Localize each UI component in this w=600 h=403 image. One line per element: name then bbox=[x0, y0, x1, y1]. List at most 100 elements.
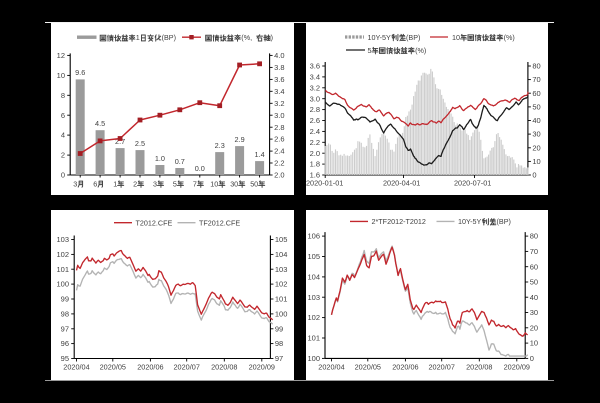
svg-text:99: 99 bbox=[61, 295, 69, 304]
svg-text:9.6: 9.6 bbox=[75, 68, 85, 77]
svg-text:0.7: 0.7 bbox=[175, 157, 185, 166]
svg-text:2*TF2012-T2012: 2*TF2012-T2012 bbox=[372, 217, 426, 226]
svg-text:12: 12 bbox=[57, 51, 65, 60]
svg-text:T2012.CFE: T2012.CFE bbox=[136, 218, 173, 227]
svg-text:5: 5 bbox=[368, 46, 372, 55]
svg-text:2020/09: 2020/09 bbox=[249, 362, 275, 371]
svg-text:4: 4 bbox=[61, 131, 65, 140]
svg-text:98: 98 bbox=[275, 339, 283, 348]
svg-text:10: 10 bbox=[57, 71, 65, 80]
svg-text:3.4: 3.4 bbox=[274, 87, 284, 96]
svg-text:3.8: 3.8 bbox=[274, 63, 284, 72]
svg-text:1.4: 1.4 bbox=[255, 150, 265, 159]
svg-text:2020/04: 2020/04 bbox=[318, 362, 344, 371]
svg-text:1.8: 1.8 bbox=[310, 160, 320, 169]
svg-text:2.0: 2.0 bbox=[274, 171, 284, 180]
svg-text:2.2: 2.2 bbox=[274, 159, 284, 168]
svg-text:2020-01-01: 2020-01-01 bbox=[306, 178, 343, 187]
svg-text:60: 60 bbox=[532, 89, 540, 98]
svg-text:80: 80 bbox=[532, 62, 540, 71]
svg-text:2020/06: 2020/06 bbox=[392, 362, 418, 371]
svg-text:105: 105 bbox=[275, 235, 288, 244]
svg-text:20: 20 bbox=[532, 143, 540, 152]
svg-text:(BP): (BP) bbox=[497, 217, 511, 226]
svg-text:3.0: 3.0 bbox=[310, 94, 320, 103]
svg-text:3.6: 3.6 bbox=[310, 62, 320, 71]
svg-text:(%): (%) bbox=[415, 46, 426, 55]
svg-text:3.6: 3.6 bbox=[274, 75, 284, 84]
svg-text:104: 104 bbox=[275, 250, 288, 259]
svg-text:101: 101 bbox=[275, 295, 288, 304]
svg-text:102: 102 bbox=[307, 313, 320, 322]
svg-text:3.2: 3.2 bbox=[310, 83, 320, 92]
svg-text:TF2012.CFE: TF2012.CFE bbox=[199, 218, 240, 227]
svg-text:10: 10 bbox=[532, 157, 540, 166]
svg-text:105: 105 bbox=[307, 252, 320, 261]
svg-text:10Y-5Y: 10Y-5Y bbox=[368, 33, 392, 42]
svg-text:3: 3 bbox=[73, 179, 77, 188]
svg-text:1.6: 1.6 bbox=[310, 171, 320, 180]
svg-text:2.3: 2.3 bbox=[215, 141, 225, 150]
svg-text:(BP): (BP) bbox=[406, 33, 420, 42]
svg-text:1.0: 1.0 bbox=[155, 154, 165, 163]
svg-text:103: 103 bbox=[275, 265, 288, 274]
svg-text:(%): (%) bbox=[504, 33, 515, 42]
svg-text:3: 3 bbox=[153, 179, 157, 188]
svg-text:2020/08: 2020/08 bbox=[466, 362, 492, 371]
svg-text:2020/05: 2020/05 bbox=[355, 362, 381, 371]
svg-text:97: 97 bbox=[61, 324, 69, 333]
svg-text:6: 6 bbox=[61, 111, 65, 120]
svg-text:100: 100 bbox=[56, 280, 69, 289]
svg-text:97: 97 bbox=[275, 354, 283, 363]
svg-text:2.7: 2.7 bbox=[115, 137, 125, 146]
svg-text:30: 30 bbox=[230, 179, 238, 188]
svg-text:1: 1 bbox=[136, 33, 140, 42]
svg-text:2.8: 2.8 bbox=[310, 105, 320, 114]
svg-text:2020/09: 2020/09 bbox=[504, 362, 530, 371]
svg-text:60: 60 bbox=[530, 262, 538, 271]
svg-text:2020/08: 2020/08 bbox=[211, 362, 237, 371]
svg-text:30: 30 bbox=[530, 308, 538, 317]
svg-text:6: 6 bbox=[93, 179, 97, 188]
svg-text:50: 50 bbox=[530, 278, 538, 287]
svg-text:3.2: 3.2 bbox=[274, 99, 284, 108]
svg-text:0: 0 bbox=[530, 354, 534, 363]
svg-text:104: 104 bbox=[307, 273, 320, 282]
svg-text:2: 2 bbox=[61, 151, 65, 160]
svg-text:2020-07-01: 2020-07-01 bbox=[454, 178, 491, 187]
svg-text:2.4: 2.4 bbox=[274, 147, 284, 156]
svg-text:98: 98 bbox=[61, 310, 69, 319]
svg-text:2020-04-01: 2020-04-01 bbox=[383, 178, 420, 187]
svg-text:10: 10 bbox=[210, 179, 218, 188]
svg-text:99: 99 bbox=[275, 324, 283, 333]
svg-text:50: 50 bbox=[250, 179, 258, 188]
svg-text:102: 102 bbox=[56, 250, 69, 259]
svg-text:2020/07: 2020/07 bbox=[174, 362, 200, 371]
svg-text:103: 103 bbox=[56, 235, 69, 244]
svg-text:106: 106 bbox=[307, 232, 320, 241]
svg-text:100: 100 bbox=[275, 310, 288, 319]
svg-text:70: 70 bbox=[532, 75, 540, 84]
svg-text:3.0: 3.0 bbox=[274, 111, 284, 120]
svg-text:2020/06: 2020/06 bbox=[137, 362, 163, 371]
svg-text:30: 30 bbox=[532, 130, 540, 139]
svg-text:80: 80 bbox=[530, 232, 538, 241]
svg-text:50: 50 bbox=[532, 103, 540, 112]
svg-text:2.6: 2.6 bbox=[310, 116, 320, 125]
svg-text:40: 40 bbox=[530, 293, 538, 302]
svg-text:100: 100 bbox=[307, 354, 320, 363]
svg-text:10: 10 bbox=[452, 33, 460, 42]
svg-text:2: 2 bbox=[133, 179, 137, 188]
svg-text:40: 40 bbox=[532, 116, 540, 125]
svg-text:2020/05: 2020/05 bbox=[100, 362, 126, 371]
svg-text:95: 95 bbox=[61, 354, 69, 363]
svg-text:(%,: (%, bbox=[241, 33, 252, 42]
svg-text:2.0: 2.0 bbox=[310, 149, 320, 158]
svg-text:102: 102 bbox=[275, 280, 288, 289]
svg-text:103: 103 bbox=[307, 293, 320, 302]
svg-text:2.6: 2.6 bbox=[274, 135, 284, 144]
svg-text:2.5: 2.5 bbox=[135, 139, 145, 148]
svg-text:8: 8 bbox=[61, 91, 65, 100]
svg-text:): ) bbox=[271, 33, 273, 42]
svg-text:96: 96 bbox=[61, 339, 69, 348]
